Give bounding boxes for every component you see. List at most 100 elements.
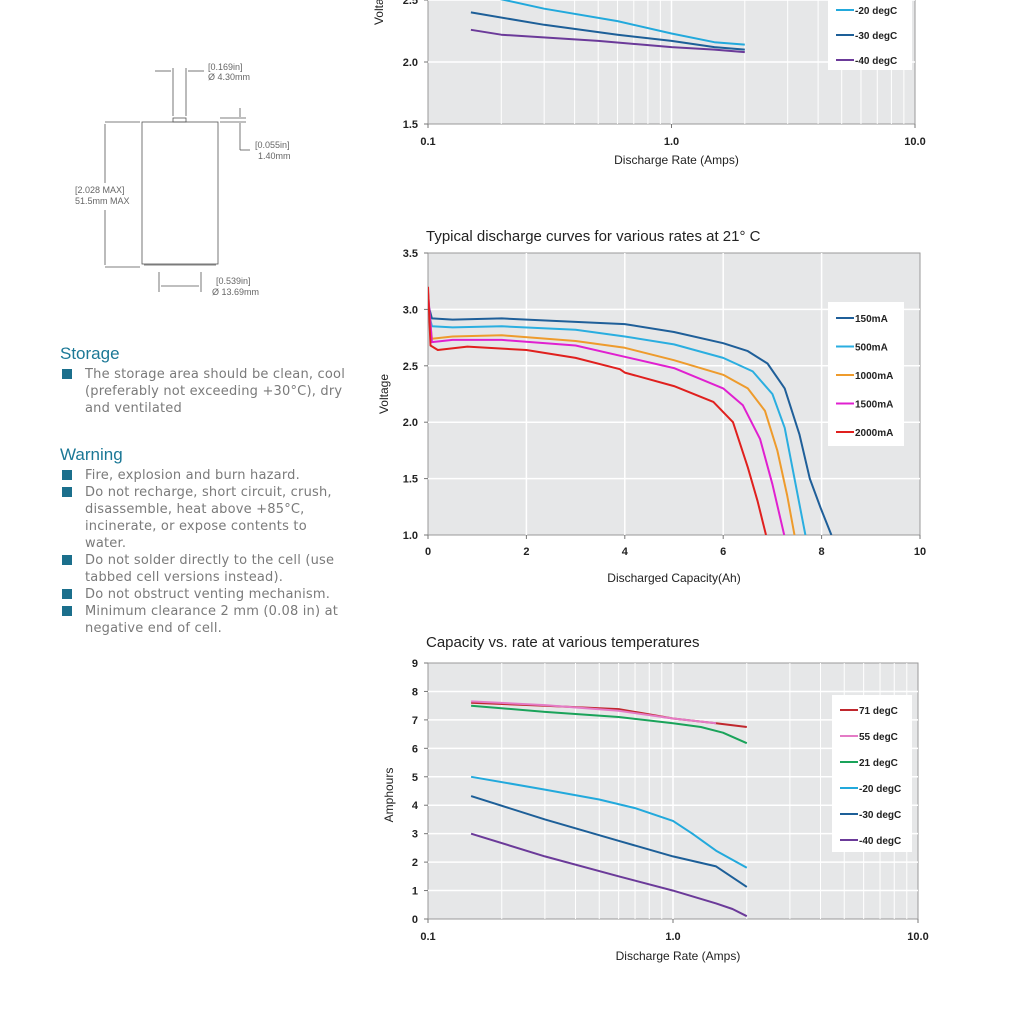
bullet-square-icon bbox=[62, 470, 72, 480]
tip-diameter-mm: Ø 4.30mm bbox=[208, 72, 250, 82]
warning-title: Warning bbox=[60, 445, 123, 464]
legend: 71 degC 55 degC 21 degC -20 degC -30 degC -40… bbox=[832, 695, 912, 852]
series-line--40-degC bbox=[470, 28, 745, 54]
series-line-21-degC bbox=[471, 704, 748, 745]
list-item: Fire, explosion and burn hazard. bbox=[60, 467, 350, 484]
list-item-text: Fire, explosion and burn hazard. bbox=[85, 468, 300, 483]
cell-body bbox=[141, 121, 219, 265]
x-tick-label: 1.0 bbox=[664, 136, 679, 148]
y-tick-label: 1.0 bbox=[403, 530, 418, 542]
list-item-text: Do not recharge, short circuit, crush, d… bbox=[85, 485, 332, 551]
series-line--30-degC bbox=[470, 11, 745, 51]
x-tick-label: 10.0 bbox=[904, 136, 925, 148]
y-tick-label: 1.5 bbox=[403, 119, 418, 131]
y-tick-label: 8 bbox=[412, 686, 418, 698]
y-tick-label: 2.5 bbox=[403, 361, 418, 373]
chart-title: Capacity vs. rate at various temperature… bbox=[426, 634, 699, 651]
chart-2: 0 2 4 6 8 10 1.0 1.5 2.0 2.5 3.0 3.5 Typical dischar… bbox=[377, 228, 926, 585]
legend-label: 500mA bbox=[855, 343, 888, 354]
list-item: Minimum clearance 2 mm (0.08 in) at nega… bbox=[60, 603, 350, 637]
legend: -20 degC -30 degC -40 degC bbox=[828, 0, 912, 70]
storage-list: The storage area should be clean, cool (… bbox=[60, 366, 350, 417]
legend-label: 1000mA bbox=[855, 371, 893, 382]
x-tick-label: 0 bbox=[425, 546, 431, 558]
legend-label: 150mA bbox=[855, 314, 888, 325]
bullet-square-icon bbox=[62, 369, 72, 379]
legend-label: -30 degC bbox=[859, 810, 901, 821]
warning-section: Warning Fire, explosion and burn hazard.… bbox=[60, 445, 350, 637]
list-item-text: Do not obstruct venting mechanism. bbox=[85, 587, 331, 602]
y-tick-label: 1 bbox=[412, 886, 418, 898]
y-tick-label: 7 bbox=[412, 715, 418, 727]
x-tick-label: 8 bbox=[819, 546, 825, 558]
legend-label: 21 degC bbox=[859, 758, 898, 769]
legend: 150mA 500mA 1000mA 1500mA 2000mA bbox=[828, 302, 904, 446]
list-item: Do not recharge, short circuit, crush, d… bbox=[60, 484, 350, 552]
bullet-square-icon bbox=[62, 487, 72, 497]
series-line-55-degC bbox=[471, 700, 717, 725]
legend-box bbox=[832, 695, 912, 852]
storage-title: Storage bbox=[60, 344, 120, 363]
y-tick-label: 9 bbox=[412, 658, 418, 670]
legend-label: 55 degC bbox=[859, 732, 898, 743]
x-axis-label: Discharge Rate (Amps) bbox=[614, 153, 739, 167]
diameter-in: [0.539in] bbox=[216, 276, 251, 286]
y-tick-label: 3 bbox=[412, 829, 418, 841]
y-tick-label: 5 bbox=[412, 772, 418, 784]
x-tick-label: 1.0 bbox=[665, 931, 680, 943]
legend-label: 71 degC bbox=[859, 706, 898, 717]
height-mm: 51.5mm MAX bbox=[75, 196, 130, 206]
y-tick-label: 2 bbox=[412, 857, 418, 869]
list-item: The storage area should be clean, cool (… bbox=[60, 366, 350, 417]
legend-label: -20 degC bbox=[855, 6, 897, 17]
bullet-square-icon bbox=[62, 606, 72, 616]
y-axis-label: Voltage bbox=[372, 0, 386, 25]
list-item-text: The storage area should be clean, cool (… bbox=[85, 367, 346, 416]
x-axis-label: Discharge Rate (Amps) bbox=[616, 949, 741, 963]
y-tick-label: 0 bbox=[412, 914, 418, 926]
list-item: Do not solder directly to the cell (use … bbox=[60, 552, 350, 586]
legend-label: 1500mA bbox=[855, 400, 893, 411]
y-tick-label: 6 bbox=[412, 743, 418, 755]
series-line--20-degC bbox=[470, 775, 748, 869]
series-line--30-degC bbox=[470, 795, 748, 888]
x-tick-label: 6 bbox=[720, 546, 726, 558]
warning-list: Fire, explosion and burn hazard. Do not … bbox=[60, 467, 350, 637]
cell-tip bbox=[172, 117, 187, 123]
series-line-2000mA bbox=[428, 286, 767, 535]
tip-height-mm: 1.40mm bbox=[258, 151, 291, 161]
y-axis-label: Amphours bbox=[382, 768, 396, 823]
bullet-square-icon bbox=[62, 555, 72, 565]
y-tick-label: 3.5 bbox=[403, 248, 418, 260]
x-tick-label: 0.1 bbox=[420, 136, 435, 148]
cell-dimension-diagram: [0.169in] Ø 4.30mm [0.055in] 1.40mm [2.0… bbox=[75, 62, 291, 297]
x-axis-label: Discharged Capacity(Ah) bbox=[607, 571, 740, 585]
list-item-text: Do not solder directly to the cell (use … bbox=[85, 553, 335, 585]
y-tick-label: 3.0 bbox=[403, 304, 418, 316]
chart-3: 0.1 1.0 10.0 0 1 2 3 4 5 6 7 8 9 Capacity vs. rate at… bbox=[382, 634, 929, 963]
series-line-1000mA bbox=[428, 298, 796, 535]
legend-label: -40 degC bbox=[859, 836, 901, 847]
y-axis-label: Voltage bbox=[377, 374, 391, 414]
chart-1: 0.1 1.0 10.0 1.5 2.0 2.5 Discharge Rate (Amps)… bbox=[372, 0, 926, 167]
series-line-500mA bbox=[428, 309, 807, 535]
chart-title: Typical discharge curves for various rat… bbox=[426, 228, 761, 245]
series-line-150mA bbox=[428, 303, 833, 535]
series-line--40-degC bbox=[470, 832, 748, 918]
x-tick-label: 2 bbox=[523, 546, 529, 558]
x-tick-label: 0.1 bbox=[420, 931, 435, 943]
series-line-1500mA bbox=[428, 292, 786, 535]
series-line--20-degC bbox=[499, 0, 745, 46]
diameter-mm: Ø 13.69mm bbox=[212, 287, 259, 297]
y-tick-label: 1.5 bbox=[403, 474, 418, 486]
y-tick-label: 2.0 bbox=[403, 57, 418, 69]
x-tick-label: 4 bbox=[622, 546, 629, 558]
list-item: Do not obstruct venting mechanism. bbox=[60, 586, 350, 603]
y-tick-label: 2.0 bbox=[403, 417, 418, 429]
legend-label: 2000mA bbox=[855, 428, 893, 439]
tip-height-in: [0.055in] bbox=[255, 140, 290, 150]
x-tick-label: 10 bbox=[914, 546, 926, 558]
bullet-square-icon bbox=[62, 589, 72, 599]
y-tick-label: 4 bbox=[412, 800, 419, 812]
